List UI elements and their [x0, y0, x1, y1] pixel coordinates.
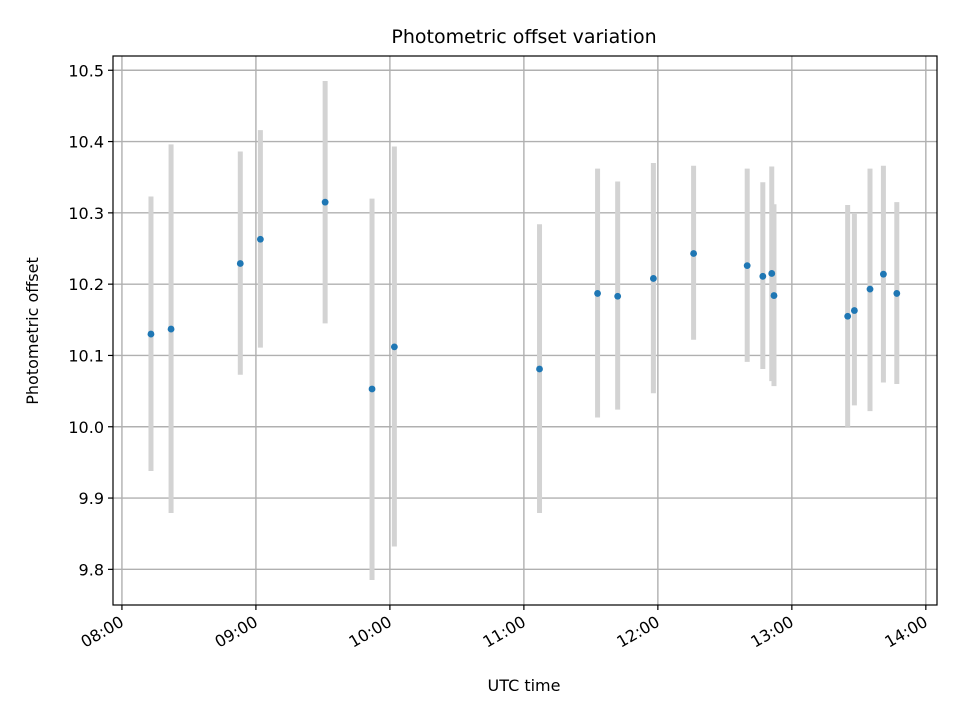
y-tick-label: 10.1 [68, 346, 104, 365]
y-axis-label: Photometric offset [23, 257, 42, 405]
data-point [321, 198, 329, 206]
data-point [866, 285, 874, 293]
data-point [536, 365, 543, 373]
y-tick-label: 10.2 [68, 275, 104, 294]
x-tick-label: 09:00 [211, 612, 260, 652]
x-axis-ticks: 08:00 09:00 10:00 11:00 12:00 13:00 14:00 [78, 605, 931, 652]
y-tick-label: 10.5 [68, 61, 104, 80]
data-point [844, 312, 852, 320]
y-axis-ticks: 9.8 9.9 10.0 10.1 10.2 10.3 10.4 10.5 [68, 61, 113, 579]
y-tick-label: 9.8 [79, 560, 104, 579]
y-tick-label: 9.9 [79, 489, 104, 508]
data-points [147, 198, 901, 393]
x-tick-label: 10:00 [345, 612, 394, 652]
data-point [880, 270, 887, 278]
data-point [256, 235, 264, 243]
data-point [147, 330, 155, 338]
data-point [236, 260, 244, 267]
plot-frame [112, 55, 938, 606]
data-point [390, 343, 398, 351]
data-point [614, 292, 622, 300]
x-axis-label: UTC time [488, 676, 561, 695]
data-point [850, 307, 858, 314]
data-point [650, 275, 657, 282]
data-point [893, 290, 901, 297]
y-tick-label: 10.4 [68, 133, 104, 152]
data-point [368, 385, 376, 393]
data-point [743, 262, 751, 270]
y-tick-label: 10.0 [68, 418, 104, 437]
x-tick-label: 12:00 [613, 612, 662, 652]
data-point [594, 290, 601, 297]
data-point [167, 325, 175, 333]
y-tick-label: 10.3 [68, 204, 104, 223]
x-tick-label: 14:00 [881, 612, 930, 652]
x-tick-label: 11:00 [479, 612, 528, 652]
data-point [759, 272, 767, 280]
x-tick-label: 13:00 [747, 612, 796, 652]
data-point [690, 250, 697, 257]
data-point [768, 270, 776, 277]
grid-lines [113, 56, 937, 605]
x-tick-label: 08:00 [78, 612, 127, 652]
chart-title: Photometric offset variation [391, 26, 656, 48]
data-point [770, 292, 778, 299]
